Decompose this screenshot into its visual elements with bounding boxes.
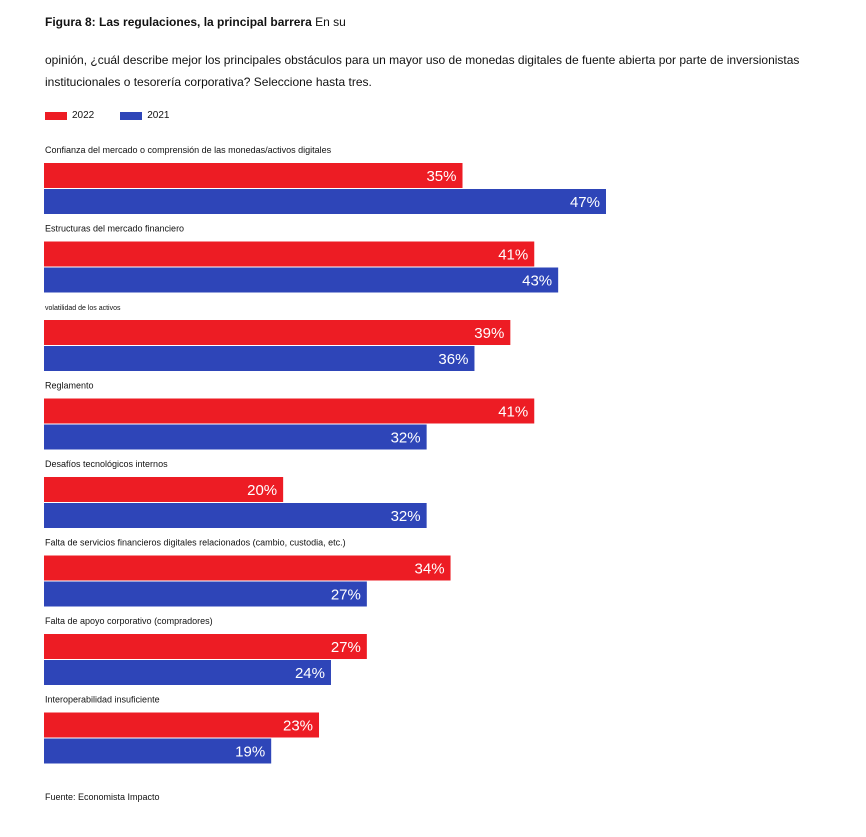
- data-label-2022-category-2: 41%: [498, 247, 528, 264]
- legend-item-2022: 2022: [45, 110, 94, 121]
- category-6-label: Falta de servicios financieros digitales…: [45, 538, 346, 548]
- bar-2022-category-5: [44, 477, 284, 502]
- data-label-2022-category-1: 35%: [426, 168, 456, 185]
- bar-2021-category-8: [44, 738, 272, 764]
- legend: 2022 2021: [45, 110, 196, 121]
- category-8-label: Interoperabilidad insuficiente: [45, 695, 160, 705]
- category-3-label: volatilidad de los activos: [45, 305, 121, 312]
- category-1-label: Confianza del mercado o comprensión de l…: [45, 145, 332, 155]
- bar-2021-category-7: [44, 660, 331, 685]
- data-label-2021-category-6: 27%: [331, 587, 361, 604]
- data-label-2021-category-3: 36%: [438, 351, 468, 368]
- category-7-label: Falta de apoyo corporativo (compradores): [45, 616, 213, 626]
- legend-swatch-2021: [120, 111, 143, 120]
- bar-2022-category-6: [44, 555, 451, 581]
- category-2-label: Estructuras del mercado financiero: [45, 224, 184, 234]
- legend-label-2022: 2022: [72, 110, 95, 121]
- legend-label-2021: 2021: [147, 110, 170, 121]
- bar-2021-category-2: [44, 267, 559, 293]
- data-label-2022-category-3: 39%: [474, 325, 504, 342]
- chart-title-bold: Figura 8: Las regulaciones, la principal…: [45, 15, 312, 29]
- bar-2021-category-5: [44, 503, 427, 528]
- bar-2021-category-3: [44, 346, 475, 371]
- chart-subtitle: opinión, ¿cuál describe mejor los princi…: [45, 53, 800, 89]
- bar-2022-category-3: [44, 320, 511, 345]
- data-label-2022-category-4: 41%: [498, 404, 528, 421]
- bar-2022-category-7: [44, 634, 367, 659]
- chart-title: Figura 8: Las regulaciones, la principal…: [45, 15, 346, 29]
- data-label-2021-category-1: 47%: [570, 194, 600, 211]
- bar-2022-category-4: [44, 398, 535, 424]
- bar-2021-category-1: [44, 189, 606, 214]
- chart-title-rest: En su: [311, 15, 346, 29]
- data-label-2021-category-5: 32%: [391, 508, 421, 525]
- legend-item-2021: 2021: [120, 110, 170, 121]
- bar-2022-category-2: [44, 241, 535, 267]
- legend-swatch-2022: [45, 111, 67, 120]
- category-4-label: Reglamento: [45, 381, 94, 391]
- bar-2021-category-4: [44, 424, 427, 450]
- data-label-2022-category-6: 34%: [415, 561, 445, 578]
- data-label-2021-category-7: 24%: [295, 665, 325, 682]
- data-label-2021-category-2: 43%: [522, 273, 552, 290]
- bar-2022-category-1: [44, 163, 463, 188]
- data-label-2022-category-7: 27%: [331, 639, 361, 656]
- source-note: Fuente: Economista Impacto: [45, 792, 160, 802]
- data-label-2022-category-8: 23%: [283, 718, 313, 735]
- data-label-2021-category-8: 19%: [235, 744, 265, 761]
- bar-chart: Confianza del mercado o comprensión de l…: [44, 145, 606, 764]
- bar-2021-category-6: [44, 581, 367, 607]
- bar-2022-category-8: [44, 712, 320, 738]
- data-label-2022-category-5: 20%: [247, 482, 277, 499]
- category-5-label: Desafíos tecnológicos internos: [45, 459, 168, 469]
- data-label-2021-category-4: 32%: [391, 430, 421, 447]
